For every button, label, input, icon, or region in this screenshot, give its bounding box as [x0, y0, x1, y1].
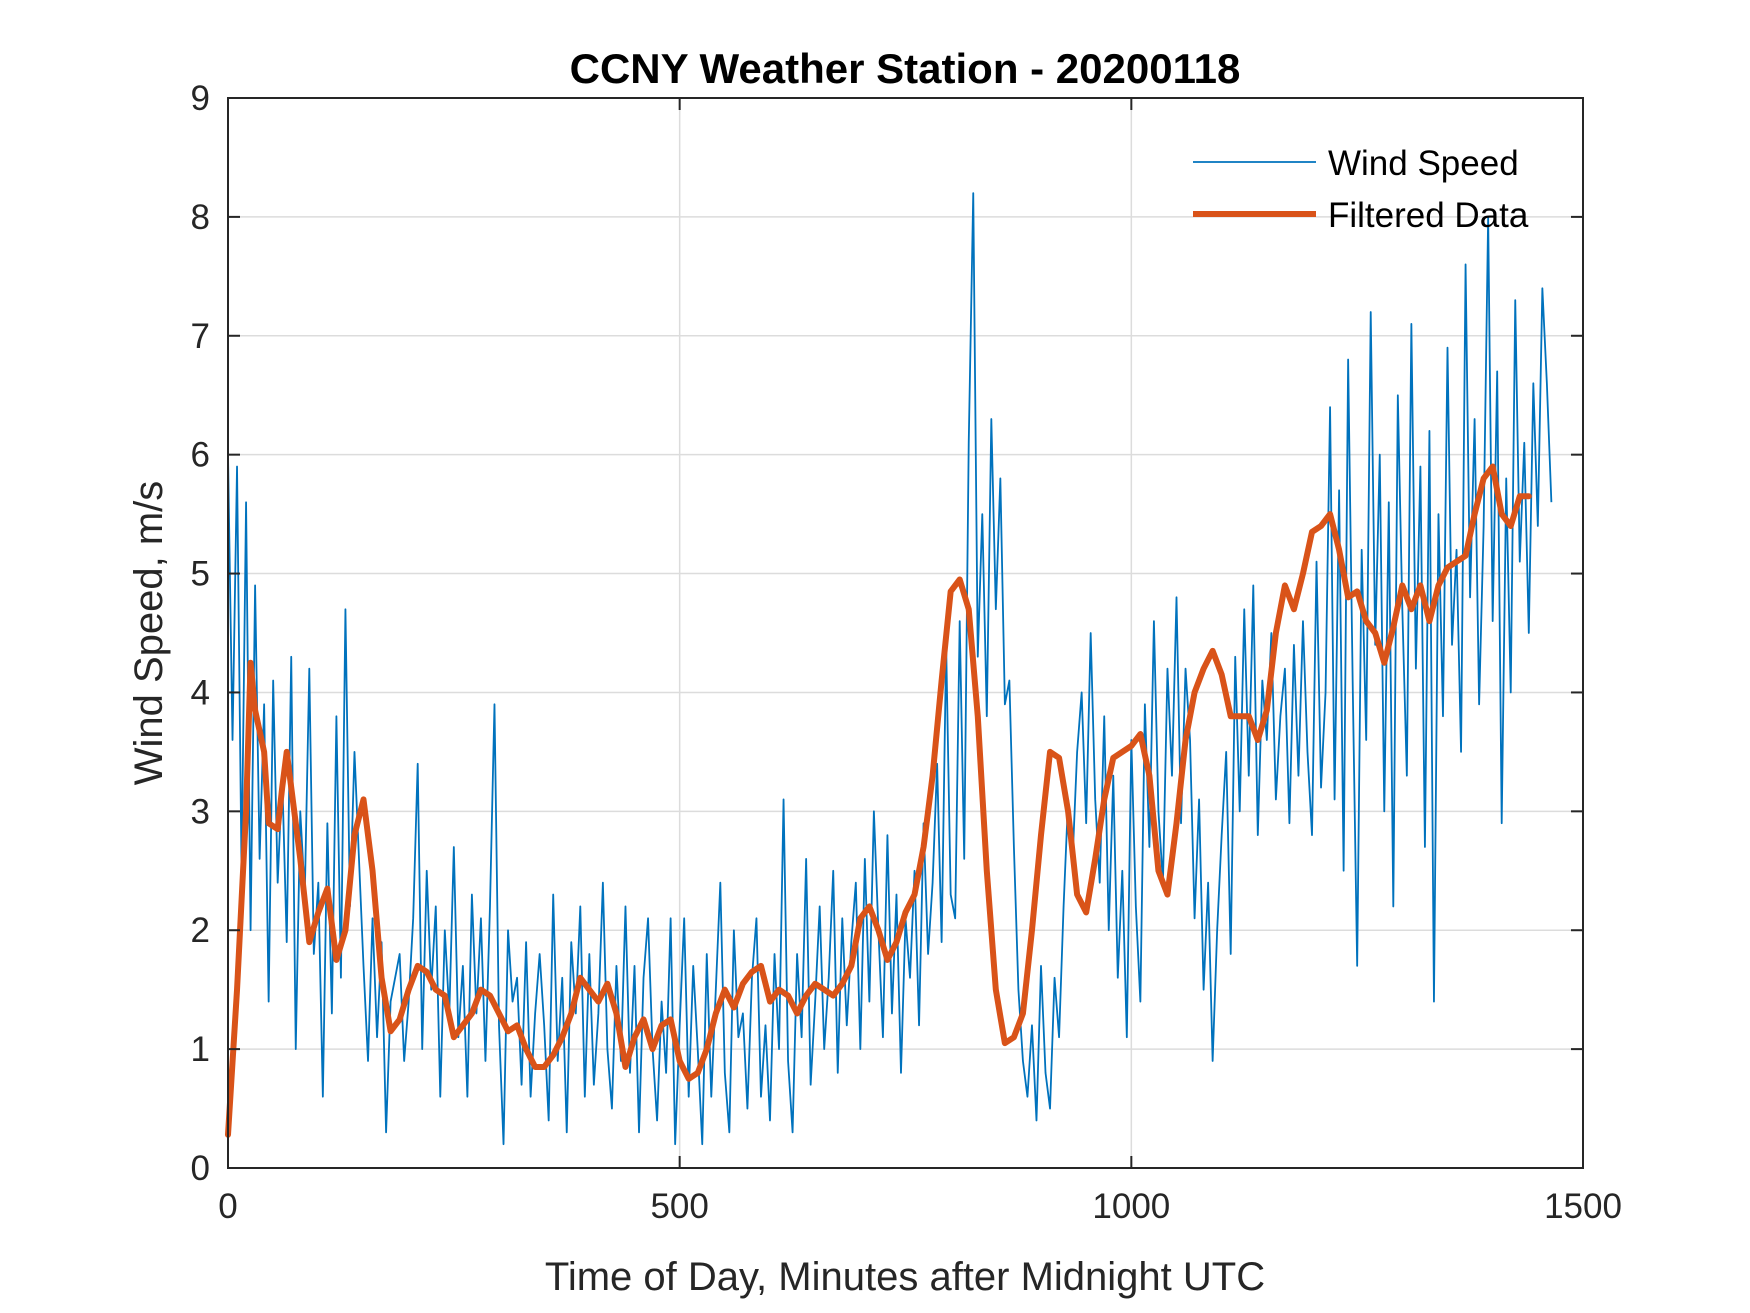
y-tick-label: 8 [191, 198, 210, 237]
chart-title: CCNY Weather Station - 20200118 [570, 45, 1241, 92]
legend-label-filtered-data: Filtered Data [1328, 196, 1529, 235]
x-ticks: 0 500 1000 1500 [218, 98, 1622, 1226]
y-tick-label: 5 [191, 555, 210, 594]
y-ticks: 0 1 2 3 4 5 6 7 8 9 [191, 79, 1583, 1188]
y-tick-label: 7 [191, 317, 210, 356]
legend: Wind Speed Filtered Data [1193, 144, 1529, 235]
y-tick-label: 1 [191, 1030, 210, 1069]
x-tick-label: 0 [218, 1187, 237, 1226]
legend-label-wind-speed: Wind Speed [1328, 144, 1519, 183]
axes-frame [227, 97, 1584, 1169]
y-axis-label: Wind Speed, m/s [127, 481, 171, 786]
x-tick-label: 1000 [1092, 1187, 1170, 1226]
y-tick-label: 6 [191, 436, 210, 475]
y-tick-label: 3 [191, 792, 210, 831]
plot-area [228, 98, 1583, 1168]
y-tick-label: 2 [191, 911, 210, 950]
series-layer [225, 192, 1553, 1146]
y-tick-label: 4 [191, 673, 210, 712]
x-axis-label: Time of Day, Minutes after Midnight UTC [545, 1255, 1265, 1299]
x-tick-label: 1500 [1544, 1187, 1622, 1226]
y-tick-label: 0 [191, 1149, 210, 1188]
series-filtered-data [225, 463, 1532, 1138]
y-tick-label: 9 [191, 79, 210, 118]
x-tick-label: 500 [650, 1187, 708, 1226]
